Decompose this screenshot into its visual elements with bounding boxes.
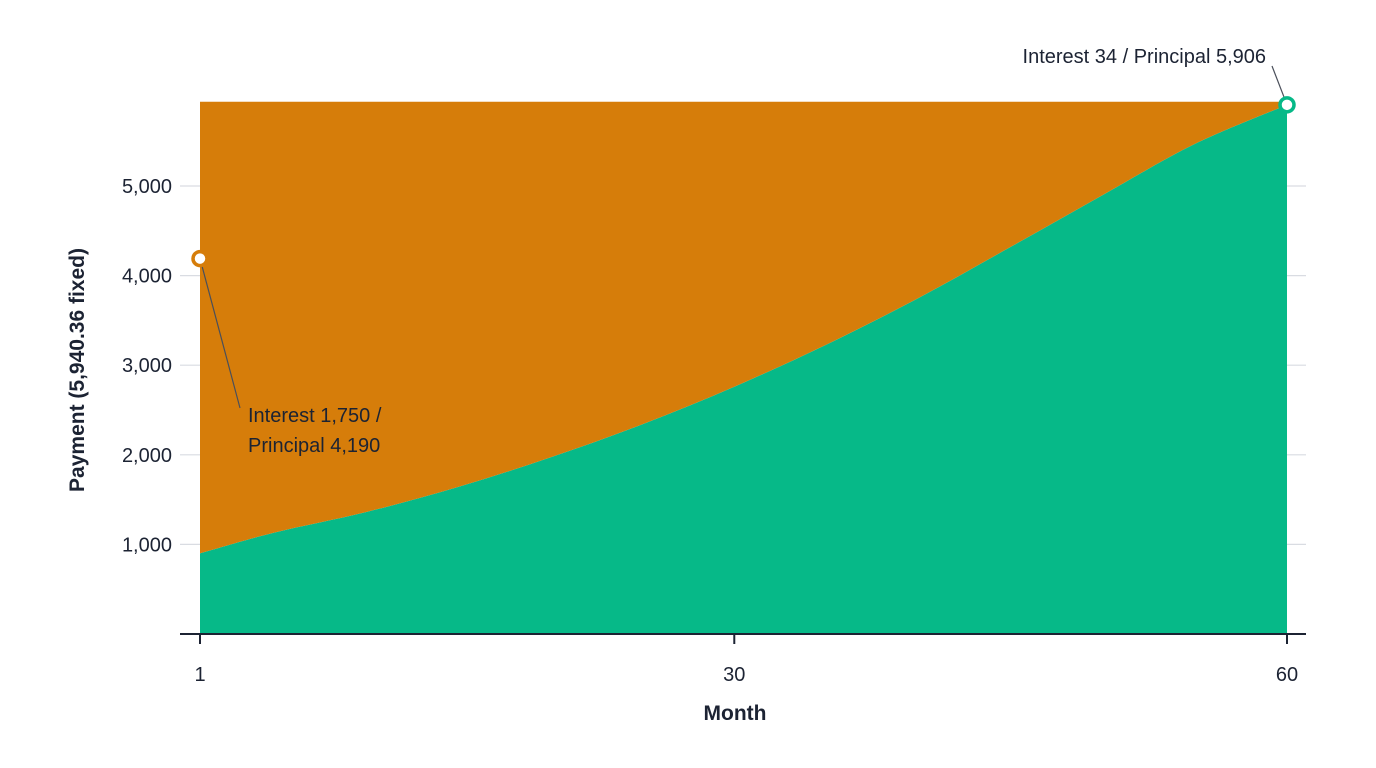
annotation-end-label: Interest 34 / Principal 5,906 <box>1023 46 1266 68</box>
annotation-start-label: Principal 4,190 <box>248 435 380 457</box>
area-series-1 <box>200 104 1287 635</box>
y-tick-label: 5,000 <box>122 176 172 198</box>
annotation-start-label: Interest 1,750 / <box>248 405 382 427</box>
y-tick-label: 2,000 <box>122 445 172 467</box>
y-axis-title: Payment (5,940.36 fixed) <box>66 248 89 492</box>
y-tick-label: 4,000 <box>122 266 172 288</box>
x-axis-title: Month <box>704 702 767 725</box>
areas <box>200 101 1287 635</box>
annotation-marker-end <box>1278 96 1296 114</box>
annotations: Interest 1,750 / Principal 4,190 Interest … <box>191 46 1296 457</box>
y-tick-label: 3,000 <box>122 355 172 377</box>
area-series-2 <box>200 101 1287 554</box>
x-tick-label: 60 <box>1276 664 1298 686</box>
axes: 1,000 2,000 3,000 4,000 5,000 1 30 60 <box>122 176 1306 686</box>
y-tick-label: 1,000 <box>122 534 172 556</box>
annotation-marker-start <box>191 249 209 268</box>
x-tick-label: 1 <box>194 664 205 686</box>
annotation-leader-start <box>199 258 241 409</box>
x-tick-label: 30 <box>723 664 745 686</box>
